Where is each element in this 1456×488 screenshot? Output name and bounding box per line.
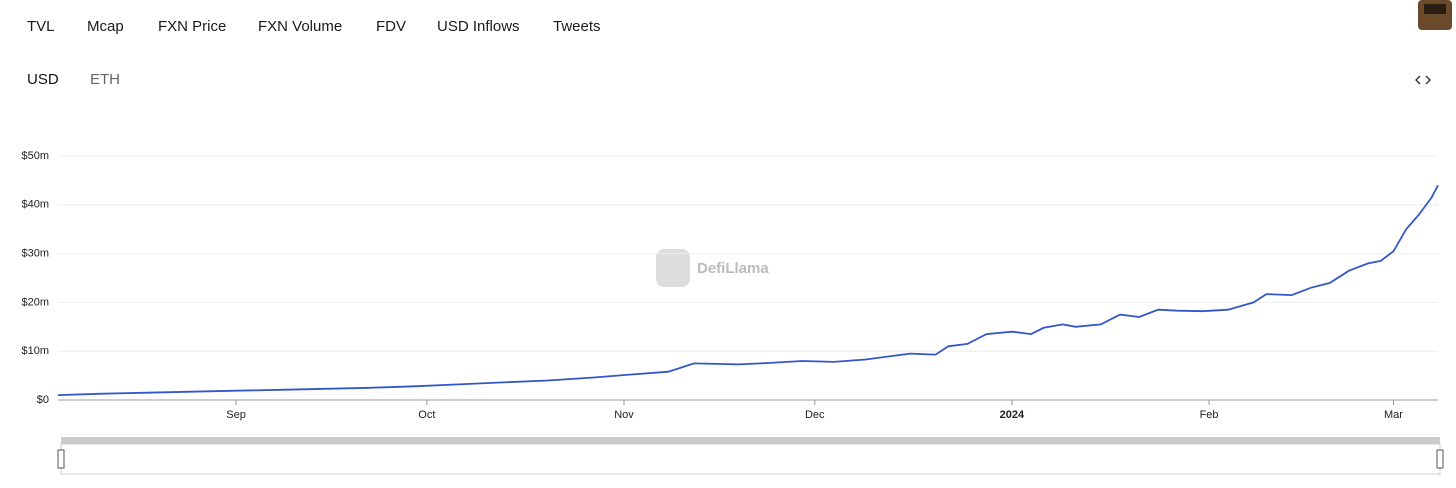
y-tick-label: $20m bbox=[21, 296, 49, 308]
x-tick-label: Sep bbox=[226, 409, 246, 421]
currency-toggle[interactable]: USD bbox=[27, 71, 59, 88]
x-tick-label: Nov bbox=[614, 409, 634, 421]
y-tick-label: $0 bbox=[37, 394, 49, 406]
tab[interactable]: Mcap bbox=[87, 18, 124, 35]
y-tick-label: $40m bbox=[21, 199, 49, 211]
watermark-logo bbox=[656, 249, 690, 287]
brush-bar[interactable] bbox=[61, 437, 1440, 444]
embed-icon[interactable] bbox=[1415, 75, 1431, 85]
tab[interactable]: TVL bbox=[27, 18, 55, 35]
brush-handle[interactable] bbox=[1436, 449, 1444, 469]
x-tick-label: Oct bbox=[418, 409, 435, 421]
brush-handle[interactable] bbox=[57, 449, 65, 469]
x-tick-label: Dec bbox=[805, 409, 825, 421]
tab[interactable]: USD Inflows bbox=[437, 18, 520, 35]
line bbox=[57, 184, 1439, 396]
x-tick-label: Feb bbox=[1200, 409, 1219, 421]
y-tick-label: $10m bbox=[21, 345, 49, 357]
tab[interactable]: Tweets bbox=[553, 18, 601, 35]
y-tick-label: $30m bbox=[21, 248, 49, 260]
avatar-hat bbox=[1424, 4, 1446, 14]
tab[interactable]: FXN Volume bbox=[258, 18, 343, 35]
watermark: DefiLlama bbox=[697, 260, 769, 277]
x-tick-label: 2024 bbox=[1000, 409, 1025, 421]
currency-toggle[interactable]: ETH bbox=[90, 71, 120, 88]
brush-window[interactable] bbox=[60, 443, 1441, 475]
y-tick-label: $50m bbox=[21, 150, 49, 162]
x-tick-label: Mar bbox=[1384, 409, 1403, 421]
tab[interactable]: FXN Price bbox=[158, 18, 227, 35]
tab[interactable]: FDV bbox=[376, 18, 406, 35]
